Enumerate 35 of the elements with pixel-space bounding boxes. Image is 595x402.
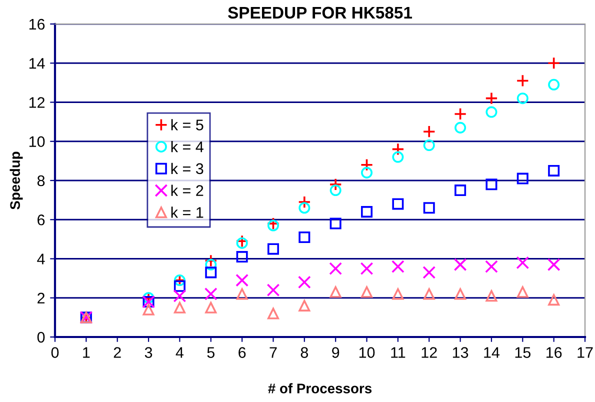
x-tick-label: 6	[238, 347, 246, 358]
x-axis-title: # of Processors	[268, 383, 372, 394]
x-tick-label: 11	[391, 347, 406, 358]
y-tick-label: 8	[37, 175, 45, 186]
x-tick-label: 2	[114, 347, 121, 358]
x-tick-label: 13	[452, 347, 468, 358]
x-tick-label: 3	[144, 347, 152, 358]
x-tick-label: 16	[546, 347, 562, 358]
x-tick-label: 17	[578, 347, 593, 358]
x-tick-label: 9	[332, 347, 340, 358]
y-axis-title: Speedup	[10, 152, 23, 210]
legend-label: k = 1	[171, 206, 204, 218]
x-tick-label: 14	[484, 347, 500, 358]
legend-label: k = 2	[171, 184, 204, 196]
x-tick-label: 8	[300, 347, 308, 358]
x-tick-label: 12	[422, 347, 437, 358]
y-tick-label: 16	[29, 18, 45, 30]
chart-title: SPEEDUP FOR HK5851	[228, 6, 412, 19]
y-tick-label: 2	[38, 292, 45, 304]
y-tick-label: 10	[29, 136, 45, 148]
y-tick-label: 6	[38, 214, 45, 226]
x-tick-label: 5	[207, 347, 214, 358]
legend-label: k = 3	[171, 162, 204, 174]
x-tick-label: 15	[515, 347, 531, 358]
legend-label: k = 4	[171, 141, 204, 152]
y-tick-label: 12	[29, 97, 45, 108]
y-tick-label: 0	[37, 332, 45, 343]
y-tick-label: 14	[29, 58, 45, 69]
x-tick-label: 7	[270, 347, 277, 358]
x-tick-label: 10	[359, 347, 375, 358]
x-tick-label: 1	[83, 347, 90, 358]
legend-label: k = 5	[171, 119, 204, 130]
y-tick-label: 4	[37, 254, 45, 264]
x-tick-label: 0	[51, 347, 59, 358]
x-tick-label: 4	[176, 347, 184, 358]
